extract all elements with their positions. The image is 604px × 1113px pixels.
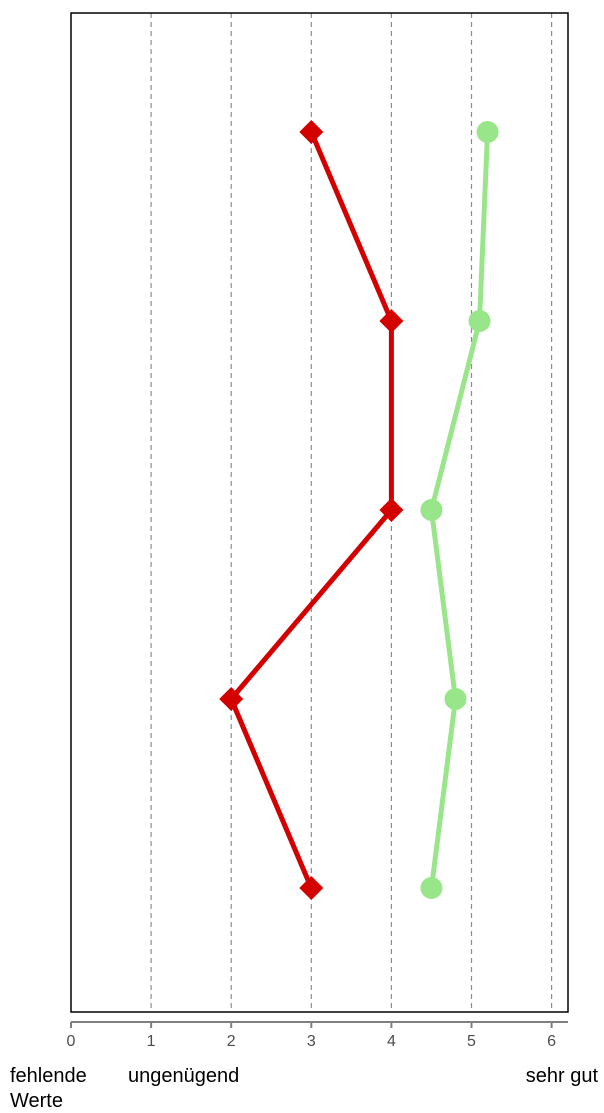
series-1-point <box>299 876 324 900</box>
axis-category-labels: fehlende Werte ungenügend sehr gut <box>10 1065 598 1112</box>
x-tick-label: 3 <box>307 1033 316 1050</box>
series-2-point <box>468 310 491 332</box>
category-label: ungenügend <box>128 1065 239 1087</box>
x-tick-label: 0 <box>67 1033 76 1050</box>
x-tick-label: 2 <box>227 1033 236 1050</box>
series-1-point <box>299 120 324 144</box>
series-1-point <box>379 309 404 333</box>
series-layer <box>219 120 499 900</box>
x-tick-label: 5 <box>467 1033 476 1050</box>
x-tick-label: 1 <box>147 1033 156 1050</box>
grid-lines <box>150 13 553 1012</box>
x-axis: 0 1 2 3 4 5 6 <box>67 1021 568 1050</box>
plot-frame <box>70 12 569 1013</box>
series-2-point <box>444 688 467 710</box>
category-label: sehr gut <box>526 1065 599 1087</box>
series-1-point <box>379 498 404 522</box>
series-1 <box>219 120 404 900</box>
category-label: fehlende Werte <box>10 1065 87 1112</box>
x-tick-label: 4 <box>387 1033 396 1050</box>
series-2 <box>420 121 499 899</box>
series-2-point <box>420 499 443 521</box>
x-tick-label: 6 <box>547 1033 556 1050</box>
series-1-point <box>219 687 244 711</box>
series-2-point <box>420 877 443 899</box>
series-2-point <box>476 121 499 143</box>
